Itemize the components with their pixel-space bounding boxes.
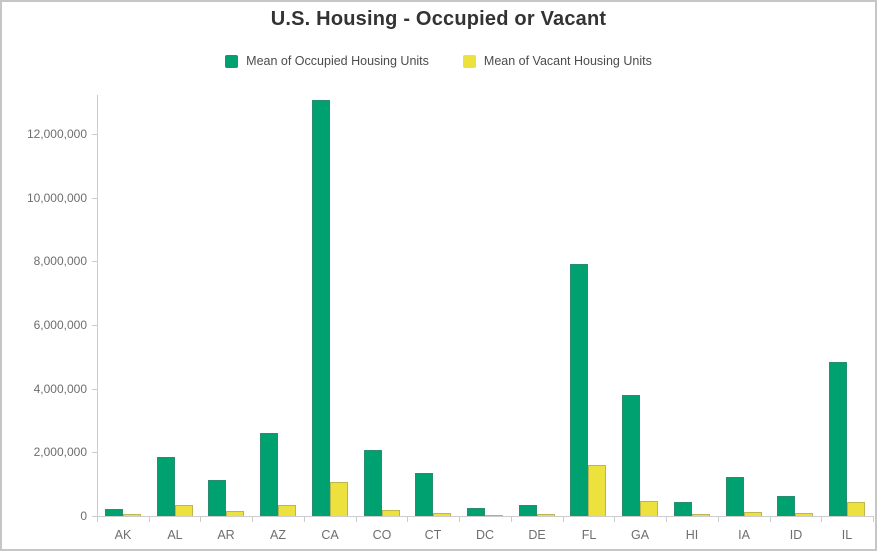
x-tick-mark: [304, 517, 305, 522]
bar-vacant-co[interactable]: [382, 510, 400, 516]
x-tick-mark: [252, 517, 253, 522]
x-tick-label: IL: [841, 528, 853, 542]
y-tick-mark: [92, 452, 97, 453]
x-tick-mark: [821, 517, 822, 522]
x-tick-mark: [511, 517, 512, 522]
bar-vacant-fl[interactable]: [588, 465, 606, 516]
x-tick-label: GA: [630, 528, 650, 542]
bar-occupied-ca[interactable]: [312, 100, 330, 516]
x-tick-label: AL: [167, 528, 183, 542]
legend-item-occupied[interactable]: Mean of Occupied Housing Units: [225, 54, 429, 68]
bar-vacant-ct[interactable]: [433, 513, 451, 516]
bar-occupied-ia[interactable]: [726, 477, 744, 516]
bar-vacant-az[interactable]: [278, 505, 296, 516]
bar-occupied-id[interactable]: [777, 496, 795, 516]
bar-occupied-il[interactable]: [829, 362, 847, 516]
x-tick-label: HI: [685, 528, 699, 542]
y-tick-label: 0: [80, 509, 87, 523]
bar-occupied-ct[interactable]: [415, 473, 433, 516]
x-axis-line: [97, 516, 874, 517]
legend-swatch-vacant-icon: [462, 54, 476, 68]
bar-vacant-ga[interactable]: [640, 501, 658, 516]
legend-label-occupied: Mean of Occupied Housing Units: [246, 54, 429, 68]
bar-vacant-ar[interactable]: [226, 511, 244, 516]
x-tick-mark: [666, 517, 667, 522]
bar-vacant-ia[interactable]: [744, 512, 762, 516]
y-tick-mark: [92, 198, 97, 199]
bar-vacant-dc[interactable]: [485, 515, 503, 516]
x-tick-label: DC: [475, 528, 495, 542]
bar-vacant-al[interactable]: [175, 505, 193, 516]
y-tick-label: 4,000,000: [33, 382, 87, 396]
x-tick-label: AR: [217, 528, 235, 542]
bar-occupied-fl[interactable]: [570, 264, 588, 516]
x-tick-mark: [614, 517, 615, 522]
y-tick-label: 6,000,000: [33, 318, 87, 332]
y-tick-label: 2,000,000: [33, 445, 87, 459]
y-tick-mark: [92, 325, 97, 326]
x-tick-mark: [873, 517, 874, 522]
x-tick-mark: [356, 517, 357, 522]
y-tick-mark: [92, 389, 97, 390]
bar-vacant-ak[interactable]: [123, 514, 141, 516]
y-axis-line: [97, 95, 98, 516]
x-tick-mark: [149, 517, 150, 522]
x-tick-label: CO: [372, 528, 392, 542]
bar-occupied-al[interactable]: [157, 457, 175, 516]
bar-vacant-il[interactable]: [847, 502, 865, 516]
y-tick-mark: [92, 516, 97, 517]
x-tick-label: CA: [321, 528, 339, 542]
x-tick-mark: [200, 517, 201, 522]
legend-swatch-occupied-icon: [225, 54, 239, 68]
y-tick-mark: [92, 134, 97, 135]
bar-occupied-co[interactable]: [364, 450, 382, 516]
x-tick-label: ID: [789, 528, 803, 542]
bar-vacant-id[interactable]: [795, 513, 813, 516]
x-tick-mark: [770, 517, 771, 522]
legend-item-vacant[interactable]: Mean of Vacant Housing Units: [462, 54, 652, 68]
legend-label-vacant: Mean of Vacant Housing Units: [483, 54, 652, 68]
x-tick-label: CT: [424, 528, 442, 542]
y-tick-label: 10,000,000: [26, 191, 87, 205]
x-tick-label: FL: [581, 528, 597, 542]
bar-occupied-dc[interactable]: [467, 508, 485, 516]
bar-occupied-ar[interactable]: [208, 480, 226, 516]
x-tick-mark: [459, 517, 460, 522]
bar-occupied-hi[interactable]: [674, 502, 692, 516]
bar-occupied-de[interactable]: [519, 505, 537, 516]
y-tick-label: 12,000,000: [26, 127, 87, 141]
bar-vacant-hi[interactable]: [692, 514, 710, 516]
x-tick-mark: [97, 517, 98, 522]
bar-occupied-az[interactable]: [260, 433, 278, 516]
chart-legend: Mean of Occupied Housing Units Mean of V…: [2, 54, 875, 68]
bar-occupied-ga[interactable]: [622, 395, 640, 516]
bar-occupied-ak[interactable]: [105, 509, 123, 516]
x-tick-label: AZ: [270, 528, 286, 542]
x-tick-label: DE: [528, 528, 546, 542]
x-tick-mark: [407, 517, 408, 522]
y-tick-label: 8,000,000: [33, 254, 87, 268]
x-tick-label: IA: [738, 528, 750, 542]
x-tick-mark: [563, 517, 564, 522]
x-tick-mark: [718, 517, 719, 522]
chart-title: U.S. Housing - Occupied or Vacant: [270, 8, 607, 30]
bar-vacant-de[interactable]: [537, 514, 555, 516]
bar-vacant-ca[interactable]: [330, 482, 348, 516]
x-tick-label: AK: [114, 528, 132, 542]
y-tick-mark: [92, 261, 97, 262]
